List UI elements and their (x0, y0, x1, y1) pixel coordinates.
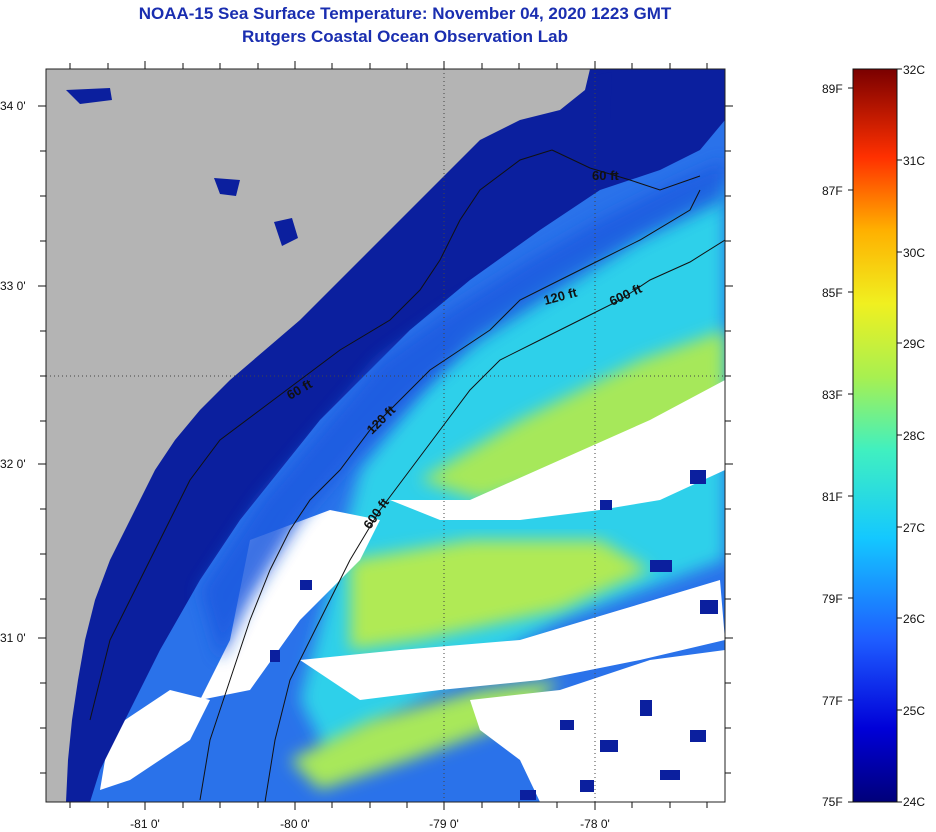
lake-3 (214, 178, 240, 196)
lon-label: -81 0' (130, 817, 160, 831)
colorbar-c-ticks (897, 68, 902, 803)
colorbar-c-label: 24C (903, 795, 925, 809)
colorbar-f-label: 81F (822, 490, 843, 504)
cloud-mask-4 (100, 690, 210, 790)
colorbar-f-label: 87F (822, 184, 843, 198)
lon-label: -79 0' (429, 817, 459, 831)
lon-label: -80 0' (280, 817, 310, 831)
warm-water-1 (420, 330, 725, 500)
colorbar-c-label: 30C (903, 246, 925, 260)
warm-water-2 (350, 540, 650, 650)
lat-label: 33 0' (0, 279, 26, 293)
map-area: 60 ft 60 ft 120 ft 120 ft 600 ft 600 ft (46, 69, 725, 802)
colorbar: 89F 87F 85F 83F 81F 79F 77F 75F 32C 31C … (822, 63, 925, 809)
cloud-mask-3 (300, 580, 725, 700)
inlet (595, 72, 612, 130)
lat-ticks (38, 105, 733, 774)
colorbar-c-label: 32C (903, 63, 925, 77)
contour-label: 60 ft (592, 168, 619, 183)
cloud-mask-5 (470, 650, 725, 802)
colorbar-c-label: 28C (903, 429, 925, 443)
colorbar-f-label: 85F (822, 286, 843, 300)
cloud-mask-2 (200, 510, 380, 700)
colorbar-c-label: 26C (903, 612, 925, 626)
colorbar-f-label: 83F (822, 388, 843, 402)
colorbar-c-label: 25C (903, 704, 925, 718)
colorbar-c-label: 29C (903, 337, 925, 351)
colorbar-c-label: 31C (903, 154, 925, 168)
lake-2 (274, 218, 298, 246)
chart-subtitle: Rutgers Coastal Ocean Observation Lab (242, 27, 568, 46)
colorbar-f-label: 79F (822, 592, 843, 606)
lat-label: 31 0' (0, 631, 26, 645)
colorbar-f-label: 77F (822, 694, 843, 708)
colorbar-f-ticks (848, 87, 853, 803)
colorbar-gradient (852, 68, 898, 803)
map-border (45, 68, 726, 803)
lake-1 (66, 88, 112, 104)
colorbar-f-label: 75F (822, 795, 843, 809)
cloud-mask-1 (390, 380, 725, 520)
lat-label: 32 0' (0, 457, 26, 471)
cloud-noise (270, 470, 718, 800)
lon-ticks (69, 61, 708, 810)
colorbar-f-label: 89F (822, 82, 843, 96)
chart-title: NOAA-15 Sea Surface Temperature: Novembe… (138, 4, 672, 23)
land (46, 69, 590, 802)
lon-label: -78 0' (580, 817, 610, 831)
lat-label: 34 0' (0, 99, 26, 113)
colorbar-c-label: 27C (903, 521, 925, 535)
bathymetry-contours (89, 149, 725, 802)
mid-shelf-water (200, 160, 725, 660)
